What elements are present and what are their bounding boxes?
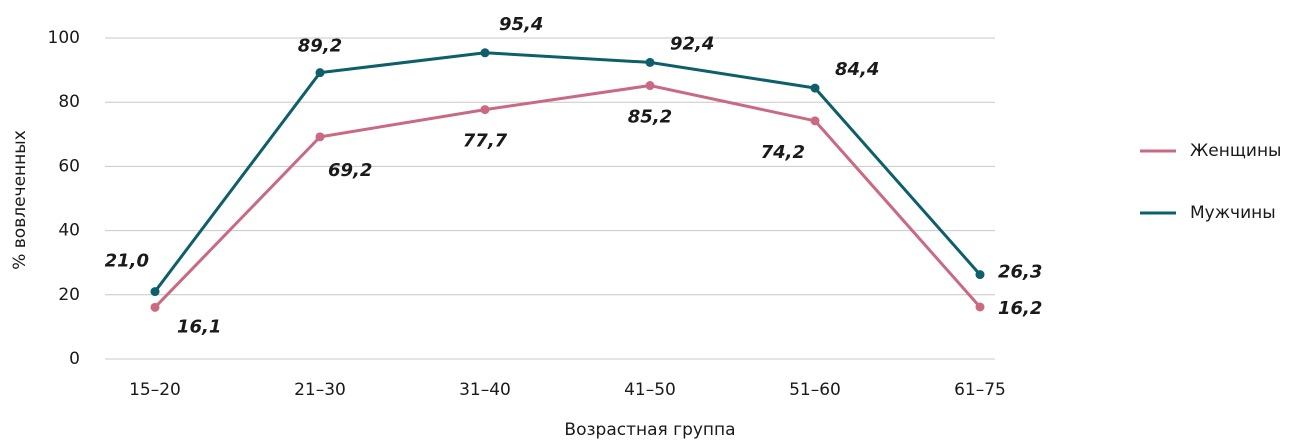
value-label: 92,4 xyxy=(670,33,714,54)
x-tick-label: 31–40 xyxy=(459,380,511,400)
point xyxy=(150,302,160,312)
value-label: 95,4 xyxy=(499,14,543,35)
value-label: 89,2 xyxy=(298,36,342,57)
y-tick-label: 0 xyxy=(69,349,80,369)
value-label: 69,2 xyxy=(328,160,372,181)
y-tick-label: 100 xyxy=(48,28,80,48)
line xyxy=(153,51,982,293)
x-tick-label: 21–30 xyxy=(294,380,346,400)
value-label: 85,2 xyxy=(628,107,672,128)
x-tick-label: 61–75 xyxy=(954,380,1006,400)
value-label: 26,3 xyxy=(998,262,1042,283)
legend-label: Мужчины xyxy=(1190,203,1276,223)
point xyxy=(315,68,325,78)
y-tick-label: 20 xyxy=(58,285,80,305)
point xyxy=(150,287,160,297)
value-label: 84,4 xyxy=(835,59,879,80)
x-axis-label: Возрастная группа xyxy=(564,420,735,440)
value-label: 21,0 xyxy=(105,251,149,272)
point xyxy=(810,83,820,93)
x-tick-label: 15–20 xyxy=(129,380,181,400)
x-tick-label: 51–60 xyxy=(789,380,841,400)
point xyxy=(810,116,820,126)
point xyxy=(480,48,490,58)
value-label: 77,7 xyxy=(463,131,508,152)
point xyxy=(480,105,490,115)
point xyxy=(645,81,655,91)
y-tick-label: 40 xyxy=(58,221,80,241)
point xyxy=(975,302,985,312)
value-label: 16,1 xyxy=(177,316,221,337)
y-tick-label: 60 xyxy=(58,156,80,176)
point xyxy=(975,270,985,280)
value-label: 74,2 xyxy=(761,142,805,163)
y-tick-label: 80 xyxy=(58,92,80,112)
point xyxy=(315,132,325,142)
line xyxy=(153,83,982,309)
x-tick-label: 41–50 xyxy=(624,380,676,400)
value-label: 16,2 xyxy=(998,298,1042,319)
point xyxy=(645,57,655,67)
legend-label: Женщины xyxy=(1190,141,1281,161)
y-axis-label: % вовлеченных xyxy=(10,130,30,270)
